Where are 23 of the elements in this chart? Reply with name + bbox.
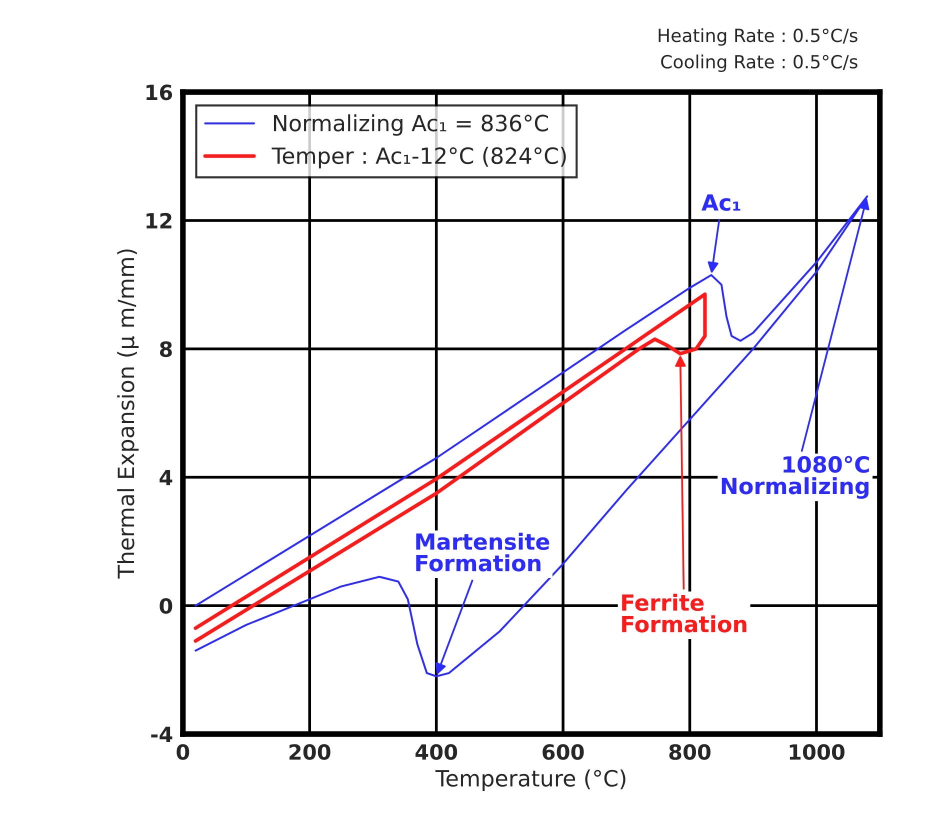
annotation: Martensite Formation: [416, 532, 550, 572]
y-tick-label: 0: [160, 598, 172, 614]
line-series: [194, 195, 868, 678]
x-tick-label: 600: [542, 744, 584, 760]
x-tick-label: 200: [290, 744, 330, 760]
y-tick-label: 4: [160, 470, 172, 486]
text: Cooling Rate : 0.5°C/s: [661, 54, 858, 72]
y-tick-label: -4: [151, 726, 172, 742]
x-axis-title: Temperature (°C): [435, 770, 626, 791]
text: Heating Rate : 0.5°C/s: [658, 28, 858, 46]
legend-label: Temper : Ac₁-12°C (824°C): [272, 146, 566, 168]
annotation: Ac₁: [702, 194, 740, 211]
legend-label: Normalizing Ac₁ = 836°C: [274, 114, 548, 136]
y-axis-title: Thermal Expansion (μ m/mm): [117, 249, 139, 579]
x-tick-label: 1000: [790, 744, 844, 760]
y-tick-label: 16: [146, 84, 172, 100]
x-tick-label: 400: [416, 744, 458, 760]
x-tick-label: 800: [669, 744, 711, 760]
y-tick-label: 8: [160, 341, 172, 358]
annotation: 1080°C Normalizing: [722, 456, 869, 499]
x-tick-label: 0: [176, 744, 190, 760]
annotation: Ferrite Formation: [622, 594, 746, 632]
y-tick-label: 12: [146, 212, 172, 228]
